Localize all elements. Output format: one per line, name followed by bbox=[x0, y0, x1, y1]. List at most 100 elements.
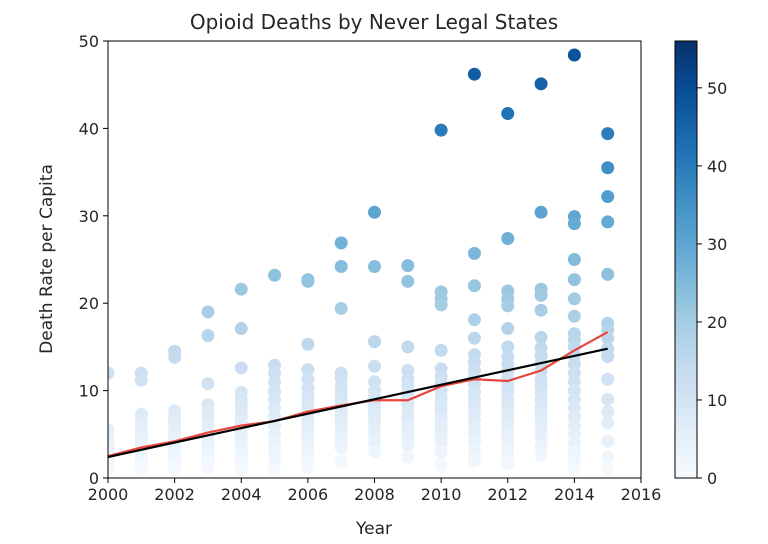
scatter-point bbox=[108, 462, 115, 476]
scatter-point bbox=[534, 448, 548, 462]
y-axis-label: Death Rate per Capita bbox=[37, 164, 57, 354]
scatter-point bbox=[501, 340, 515, 354]
scatter-point bbox=[201, 461, 215, 475]
scatter-point bbox=[434, 343, 448, 357]
scatter-point bbox=[467, 454, 481, 468]
scatter-point bbox=[467, 313, 481, 327]
scatter-point bbox=[168, 350, 182, 364]
scatter-point bbox=[567, 273, 581, 287]
scatter-point bbox=[434, 298, 448, 312]
scatter-point bbox=[467, 246, 481, 260]
scatter-point bbox=[601, 392, 615, 406]
colorbar bbox=[674, 40, 698, 479]
y-tick-label: 0 bbox=[89, 469, 99, 488]
scatter-point bbox=[601, 372, 615, 386]
x-tick-label: 2004 bbox=[221, 485, 262, 504]
scatter-point bbox=[434, 458, 448, 472]
colorbar-tick-label: 20 bbox=[707, 313, 727, 332]
scatter-point bbox=[601, 463, 615, 477]
y-tick-label: 40 bbox=[79, 119, 99, 138]
scatter-point bbox=[134, 373, 148, 387]
scatter-point bbox=[401, 450, 415, 464]
scatter-point bbox=[234, 464, 248, 478]
scatter-point bbox=[334, 301, 348, 315]
x-tick-label: 2010 bbox=[421, 485, 462, 504]
scatter-point bbox=[368, 205, 381, 219]
scatter-point bbox=[368, 359, 381, 373]
scatter-point bbox=[234, 322, 248, 336]
scatter-point bbox=[534, 288, 548, 302]
x-axis-label: Year bbox=[355, 519, 392, 539]
scatter-point bbox=[334, 259, 348, 273]
scatter-point bbox=[534, 205, 548, 219]
scatter-point bbox=[368, 259, 381, 273]
colorbar-tick-label: 10 bbox=[707, 391, 727, 410]
scatter-point bbox=[401, 438, 415, 452]
scatter-point bbox=[108, 366, 115, 380]
scatter-point bbox=[601, 161, 615, 175]
scatter-point bbox=[467, 444, 481, 458]
scatter-point bbox=[601, 416, 615, 430]
x-tick-label: 2006 bbox=[288, 485, 329, 504]
x-axis: 2000 2002 2004 2006 2008 2010 2012 2014 2016 bbox=[88, 478, 662, 504]
regression-line bbox=[108, 347, 608, 459]
scatter-point bbox=[401, 274, 415, 288]
x-tick-label: 2008 bbox=[354, 485, 395, 504]
chart-title: Opioid Deaths by Never Legal States bbox=[190, 10, 558, 34]
scatter-point bbox=[601, 190, 615, 204]
scatter-point bbox=[334, 236, 348, 250]
scatter-point bbox=[501, 299, 515, 313]
y-axis: 0 10 20 30 40 50 bbox=[79, 32, 108, 488]
scatter-point bbox=[301, 363, 315, 377]
colorbar-tick-label: 0 bbox=[707, 469, 717, 488]
scatter-point bbox=[301, 274, 315, 288]
scatter-point bbox=[567, 217, 581, 231]
scatter-point bbox=[567, 292, 581, 306]
scatter-point bbox=[234, 361, 248, 375]
scatter-point bbox=[501, 457, 515, 471]
scatter-point bbox=[268, 268, 282, 282]
scatter-point bbox=[134, 462, 148, 476]
scatter-point bbox=[301, 337, 315, 351]
scatter-point bbox=[368, 335, 381, 349]
colorbar-axis: 0 10 20 30 40 50 bbox=[697, 79, 727, 488]
scatter-point bbox=[601, 405, 615, 419]
scatter-point bbox=[301, 461, 315, 475]
scatter-point bbox=[201, 377, 215, 391]
scatter-point bbox=[201, 305, 215, 319]
scatter-point bbox=[401, 340, 415, 354]
x-tick-label: 2014 bbox=[554, 485, 595, 504]
scatter-point bbox=[501, 232, 515, 246]
scatter-point bbox=[567, 309, 581, 323]
scatter-point bbox=[601, 450, 615, 464]
scatter-point bbox=[168, 462, 182, 476]
scatter-point bbox=[401, 259, 415, 273]
y-tick-label: 30 bbox=[79, 207, 99, 226]
colorbar-tick-label: 40 bbox=[707, 157, 727, 176]
scatter-point bbox=[234, 282, 248, 296]
y-tick-label: 10 bbox=[79, 382, 99, 401]
scatter-point bbox=[534, 330, 548, 344]
x-tick-label: 2000 bbox=[88, 485, 129, 504]
scatter-point bbox=[567, 462, 581, 476]
scatter-point bbox=[601, 127, 615, 141]
y-tick-label: 20 bbox=[79, 294, 99, 313]
scatter-point bbox=[567, 48, 581, 62]
scatter-point bbox=[434, 123, 448, 137]
scatter-point bbox=[534, 303, 548, 317]
scatter-point bbox=[534, 77, 548, 91]
x-tick-label: 2012 bbox=[487, 485, 528, 504]
scatter-point bbox=[334, 454, 348, 468]
scatter-point bbox=[601, 267, 615, 281]
scatter-point bbox=[467, 67, 481, 81]
mean-line bbox=[108, 331, 609, 458]
scatter-point bbox=[201, 329, 215, 343]
scatter-point bbox=[434, 445, 448, 459]
x-tick-label: 2016 bbox=[621, 485, 662, 504]
scatter-point bbox=[368, 445, 381, 459]
scatter-point bbox=[601, 350, 615, 364]
colorbar-tick-label: 50 bbox=[707, 79, 727, 98]
scatter-points bbox=[108, 48, 615, 478]
trend-lines bbox=[108, 331, 609, 459]
